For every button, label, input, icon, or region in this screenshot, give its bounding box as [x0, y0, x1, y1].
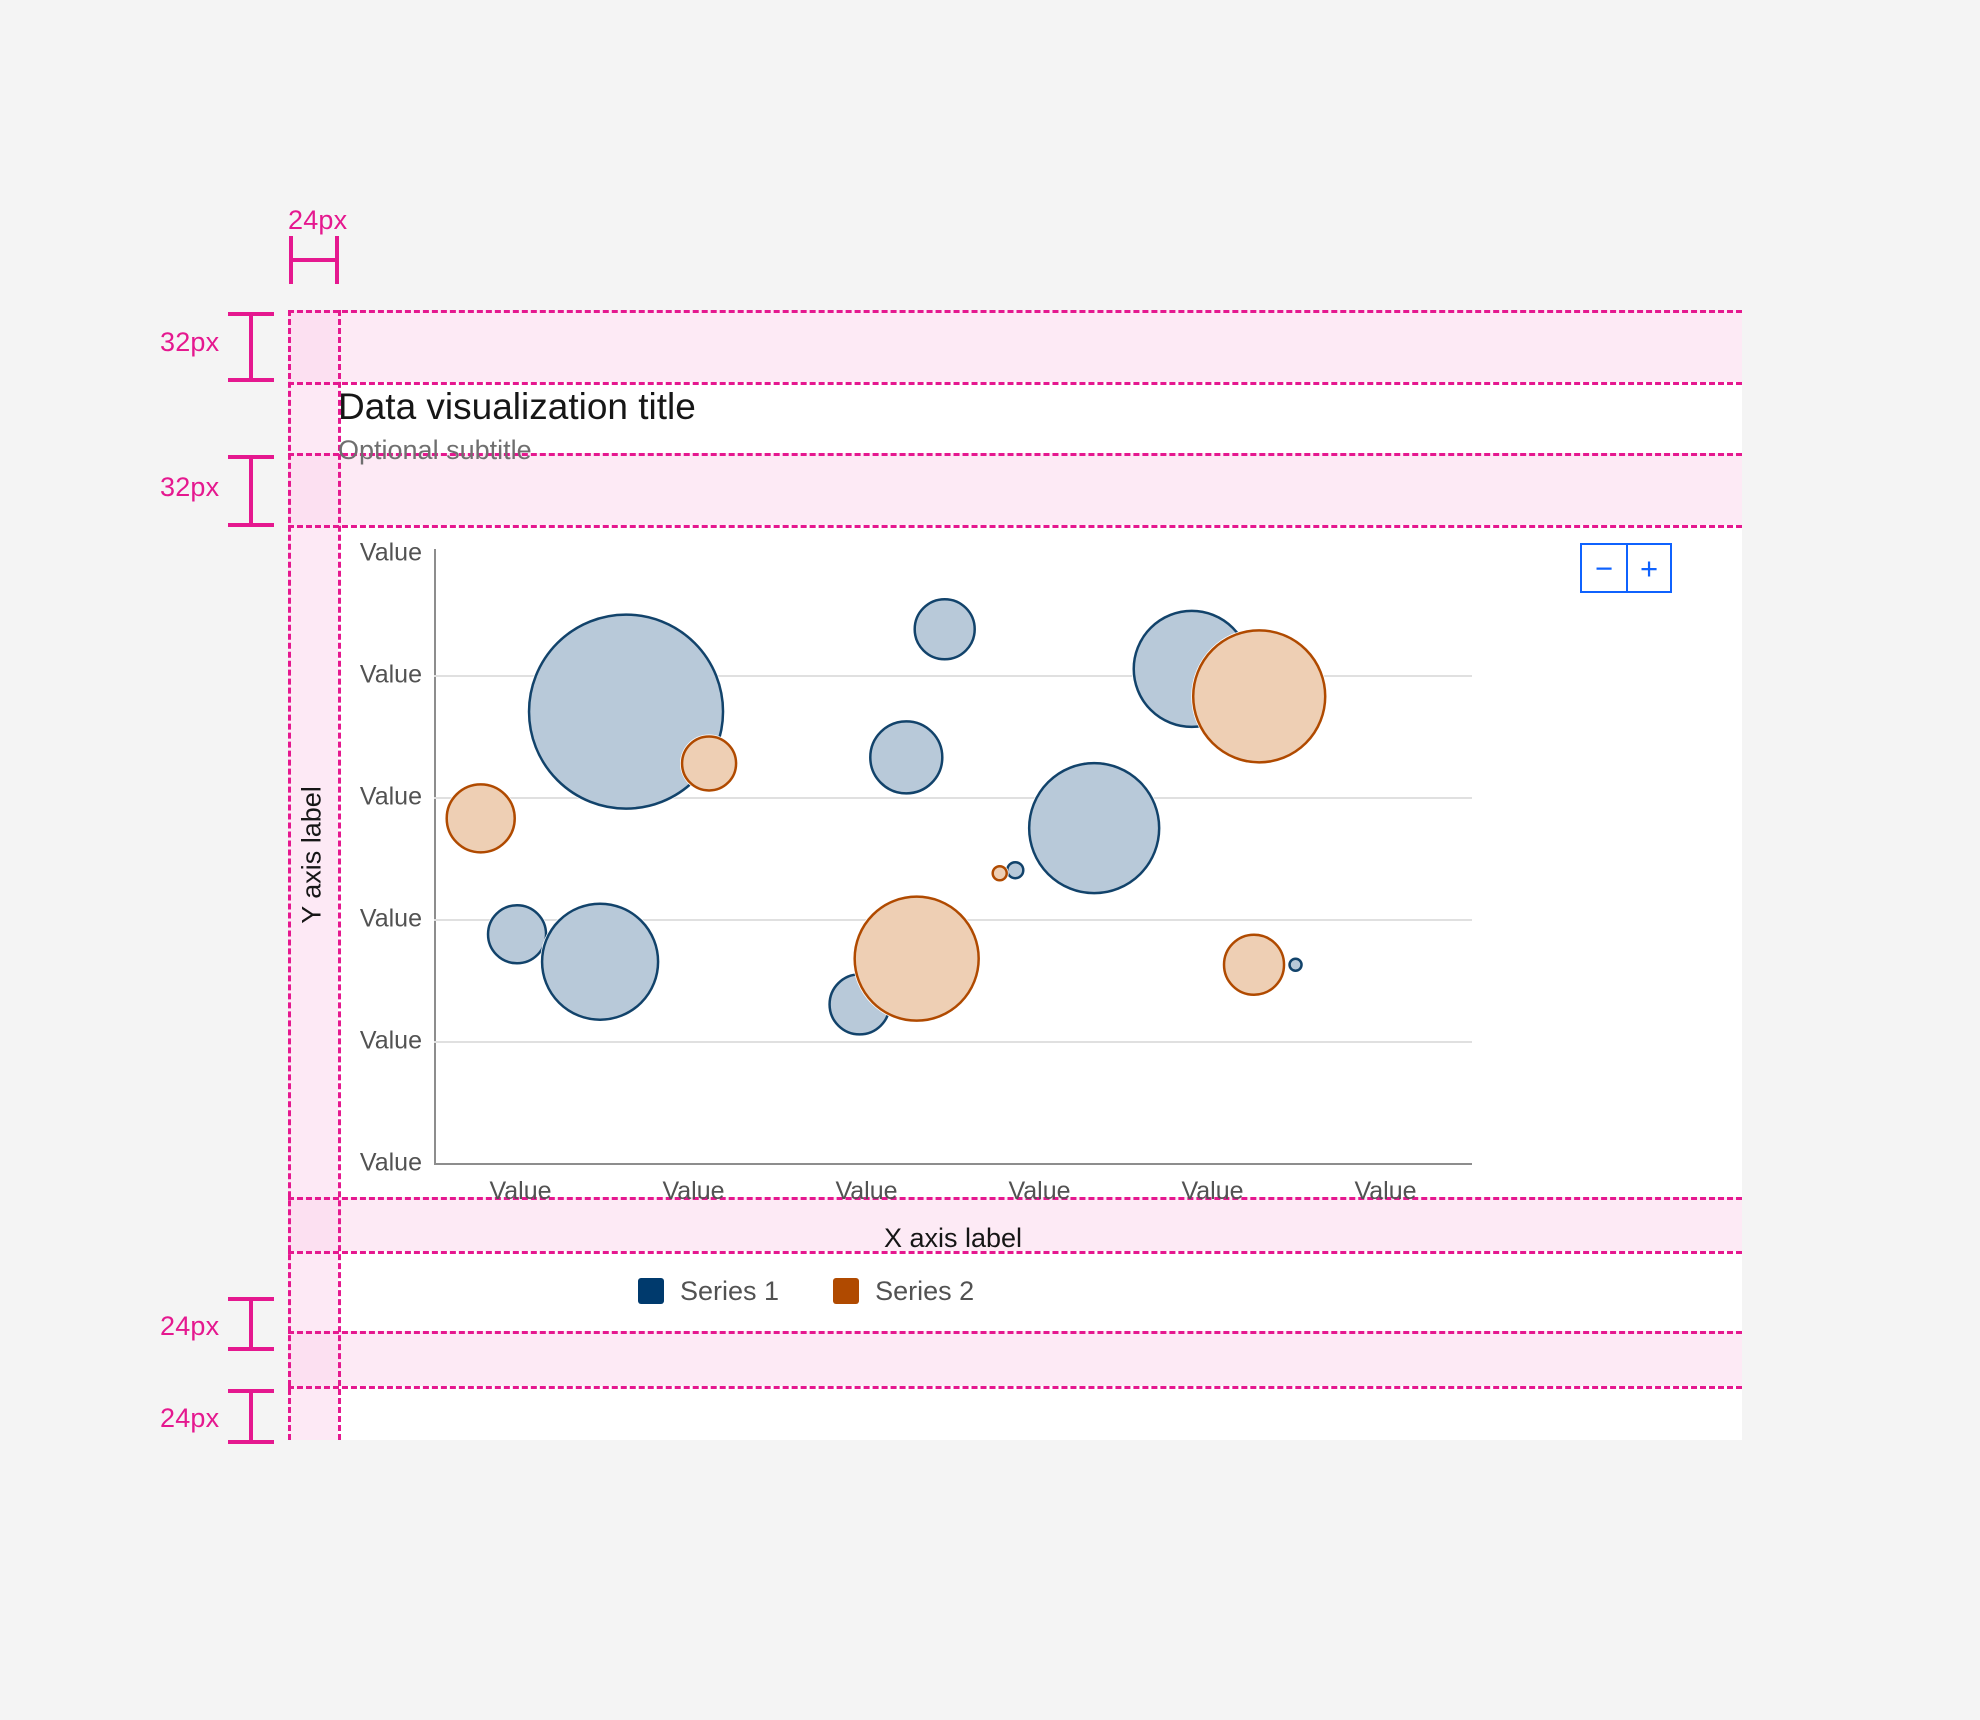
guide-content-left	[338, 310, 341, 1440]
chart-legend: Series 1 Series 2	[338, 1251, 974, 1331]
x-axis-tick-label: Value	[1354, 1177, 1417, 1205]
bubble[interactable]	[540, 902, 660, 1021]
x-axis-tick-label: Value	[1181, 1177, 1244, 1205]
legend-label: Series 2	[875, 1275, 975, 1306]
measure-label-top-padding: 24px	[288, 205, 348, 235]
y-axis-line	[434, 549, 436, 1163]
spacing-band-top	[288, 310, 1742, 382]
y-axis-tick-label: Value	[359, 1026, 422, 1055]
measure-bar-top-padding	[289, 236, 339, 284]
measure-label-legend-gap-bottom: 24px	[160, 1403, 220, 1433]
zoom-in-button[interactable]: +	[1626, 545, 1670, 591]
guide-chart-top	[288, 525, 1742, 528]
x-axis-line	[434, 1163, 1472, 1165]
bubble-series	[444, 628, 1328, 1023]
measure-bar-subtitle-gap	[228, 455, 274, 527]
spacing-band-subtitle	[288, 453, 1742, 525]
bubble[interactable]	[1006, 860, 1025, 880]
bubble[interactable]	[527, 613, 725, 810]
measure-bar-legend-gap-top	[228, 1297, 274, 1351]
zoom-out-button[interactable]: −	[1582, 545, 1626, 591]
gridline	[434, 797, 1472, 799]
legend-item[interactable]: Series 2	[833, 1276, 974, 1307]
measure-bar-legend-gap-bottom	[228, 1389, 274, 1444]
guide-legend-mid	[288, 1251, 1742, 1254]
guide-top	[288, 310, 1742, 313]
guide-legend-bot	[288, 1331, 1742, 1334]
chart-container: Value Value Value Value Value Value Value Valu…	[297, 525, 1692, 1253]
measure-bar-title-gap	[228, 312, 274, 382]
y-axis-tick-label: Value	[359, 1148, 422, 1177]
bubble[interactable]	[1222, 933, 1286, 996]
guide-legend-top	[288, 1197, 1742, 1200]
guide-left	[288, 310, 291, 1440]
spacing-band-legend-top	[288, 1197, 1742, 1251]
y-axis-label: Y axis label	[296, 786, 327, 924]
bubble[interactable]	[1288, 957, 1303, 972]
x-axis-tick-label: Value	[662, 1177, 725, 1205]
bubble-plot	[444, 597, 1328, 1037]
y-axis-tick-label: Value	[359, 782, 422, 811]
gridline	[434, 1041, 1472, 1043]
page-subtitle: Optional subtitle	[338, 435, 532, 465]
bubble[interactable]	[991, 865, 1008, 882]
y-axis-tick-label: Value	[359, 660, 422, 689]
bubble[interactable]	[1191, 629, 1327, 764]
bubble[interactable]	[913, 598, 976, 661]
guide-title-top	[288, 382, 1742, 385]
bubble[interactable]	[869, 720, 944, 795]
measure-label-subtitle-gap: 32px	[160, 472, 220, 502]
legend-item[interactable]: Series 1	[638, 1276, 779, 1307]
y-axis-tick-label: Value	[359, 904, 422, 933]
bubble[interactable]	[680, 735, 738, 792]
legend-swatch	[638, 1278, 664, 1304]
x-axis-label: X axis label	[883, 1223, 1023, 1253]
bubble[interactable]	[1027, 761, 1161, 895]
page-title: Data visualization title	[338, 386, 696, 427]
bubble[interactable]	[445, 783, 516, 854]
x-axis-tick-label: Value	[835, 1177, 898, 1205]
guide-subtitle-top	[288, 453, 1742, 456]
spacing-band-legend-bottom	[288, 1331, 1742, 1386]
x-axis-tick-label: Value	[1008, 1177, 1071, 1205]
legend-label: Series 1	[680, 1275, 780, 1306]
zoom-controls[interactable]: − +	[1580, 543, 1672, 593]
y-axis-tick-label: Value	[359, 538, 422, 567]
legend-swatch	[833, 1278, 860, 1304]
x-axis-tick-label: Value	[489, 1177, 552, 1205]
guide-bottom	[288, 1386, 1742, 1389]
measure-label-legend-gap-top: 24px	[160, 1311, 220, 1341]
measure-label-title-gap: 32px	[160, 327, 220, 357]
data-visualization-card: Data visualization title Optional subtit…	[288, 310, 1742, 1440]
gridline	[434, 675, 1472, 677]
bubble[interactable]	[853, 895, 980, 1022]
bubble[interactable]	[486, 904, 548, 965]
